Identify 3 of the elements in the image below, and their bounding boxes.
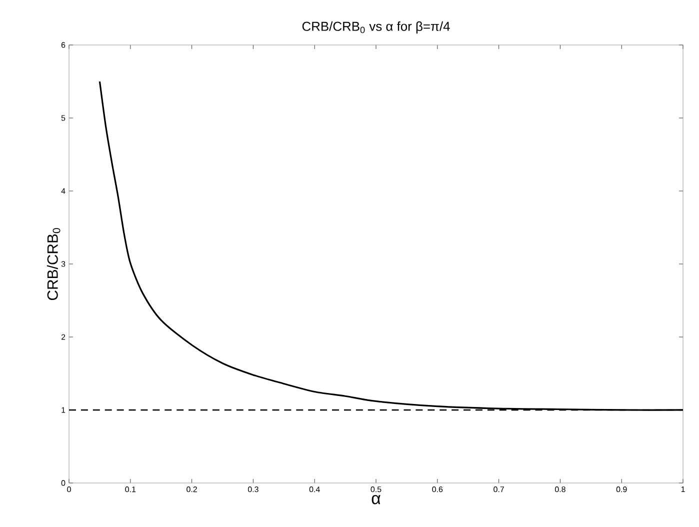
chart-title: CRB/CRB$_{0}$ vs α for β=π/4 [302, 21, 450, 34]
x-axis-title: α [372, 494, 380, 504]
y-axis-title: CRB/CRB$_{0}$ [46, 228, 60, 300]
